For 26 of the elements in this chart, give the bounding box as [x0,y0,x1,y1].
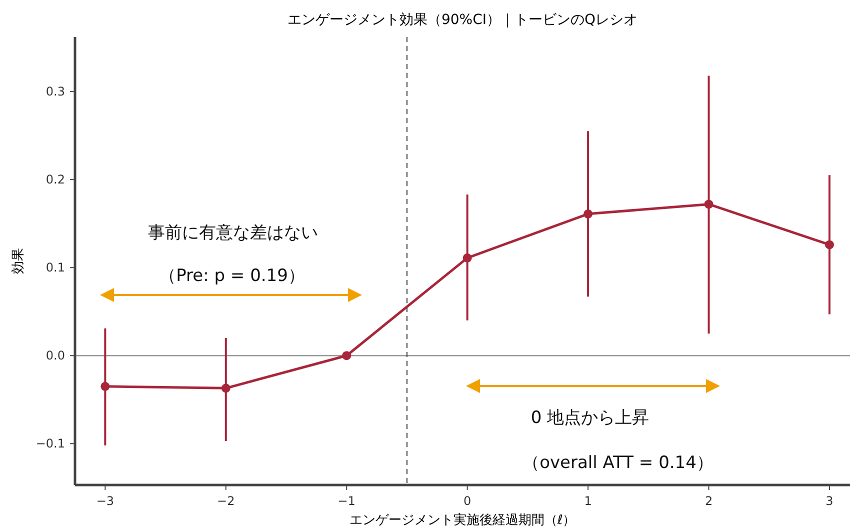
annotation: 0 地点から上昇 [530,408,650,428]
y-axis-title: 効果 [11,248,26,274]
x-tick-label: 0 [464,494,472,508]
point [221,384,230,393]
x-tick-label: −1 [338,494,356,508]
point [342,351,352,360]
point [462,253,472,262]
point [584,209,593,218]
x-tick-label: 3 [826,494,834,508]
chart-title: エンゲージメント効果（90%CI）｜トービンのQレシオ [287,12,638,28]
annotation: 事前に有意な差はない [148,223,318,243]
y-tick-label: 0.1 [46,260,65,275]
annotation: （Pre: p = 0.19） [159,266,305,286]
annotation: （overall ATT = 0.14） [522,453,714,473]
point [704,200,714,209]
y-tick-label: 0.2 [46,172,65,187]
x-axis-title: エンゲージメント実施後経過期間（ℓ） [349,512,576,528]
y-tick-label: 0.3 [46,84,65,99]
point [100,382,110,391]
x-tick-label: 2 [704,494,713,508]
x-tick-label: −3 [96,494,114,508]
y-tick-label: −0.1 [36,436,65,451]
point [824,240,834,250]
x-tick-label: 1 [584,494,592,508]
x-tick-label: −2 [217,494,235,508]
y-tick-label: 0.0 [46,348,65,363]
